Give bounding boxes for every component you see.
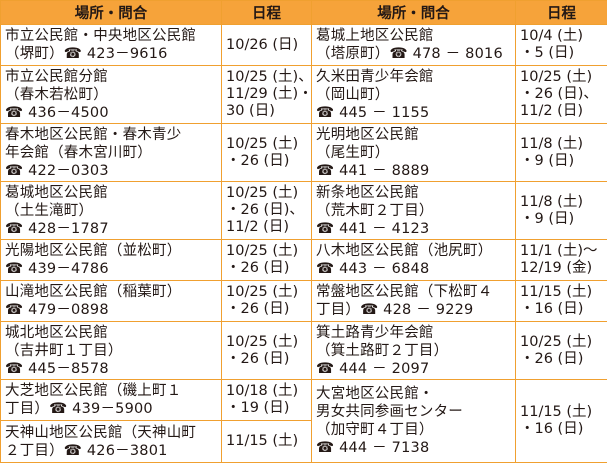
date-column-header: 日程: [221, 0, 312, 25]
table-row: 久米田青少年会館 （岡山町） ☎ 445 － 1155 10/25 (土) ・2…: [311, 65, 607, 124]
place-cell: 大芝地区公民館（磯上町１ 丁目）☎ 439－5900: [0, 379, 222, 421]
place-cell: 葛城地区公民館 （土生滝町） ☎ 428－1787: [0, 181, 222, 240]
table-row: 大宮地区公民館・ 男女共同参画センター （加守町４丁目） ☎ 444 － 713…: [311, 379, 607, 463]
place-cell: 久米田青少年会館 （岡山町） ☎ 445 － 1155: [311, 65, 516, 124]
table-row: 市立公民館分館 （春木若松町） ☎ 436－4500 10/25 (土)、 11…: [0, 65, 313, 124]
place-cell: 天神山地区公民館（天神山町 ２丁目）☎ 426－3801: [0, 420, 222, 463]
table-row: 光明地区公民館 （尾生町） ☎ 441 － 8889 11/8 (土) ・9 (…: [311, 123, 607, 182]
place-cell: 城北地区公民館 （吉井町１丁目） ☎ 445－8578: [0, 321, 222, 380]
date-cell: 10/4 (土) ・5 (日): [515, 24, 607, 66]
table-row: 箕土路青少年会館 （箕土路町２丁目） ☎ 444 － 2097 10/25 (土…: [311, 321, 607, 380]
table-row: 市立公民館・中央地区公民館 （堺町）☎ 423－9616 10/26 (日): [0, 24, 312, 66]
place-cell: 市立公民館・中央地区公民館 （堺町）☎ 423－9616: [0, 24, 222, 66]
date-column-header: 日程: [515, 0, 607, 25]
date-cell: 10/25 (土) ・26 (日)、 11/2 (日): [515, 65, 607, 124]
table-header-row: 場所・問合 日程: [311, 0, 607, 25]
date-cell: 11/15 (土) ・16 (日): [515, 280, 607, 322]
date-cell: 11/15 (土) ・16 (日): [515, 379, 607, 463]
date-cell: 10/18 (土) ・19 (日): [221, 379, 312, 421]
place-cell: 葛城上地区公民館 （塔原町）☎ 478 － 8016: [311, 24, 516, 66]
place-cell: 光明地区公民館 （尾生町） ☎ 441 － 8889: [311, 123, 516, 182]
date-cell: 11/1 (土)～ 12/19 (金): [515, 239, 607, 281]
date-cell: 11/8 (土) ・9 (日): [515, 181, 607, 240]
place-cell: 箕土路青少年会館 （箕土路町２丁目） ☎ 444 － 2097: [311, 321, 516, 380]
date-cell: 10/25 (土) ・26 (日): [515, 321, 607, 380]
schedule-table-right: 場所・問合 日程 葛城上地区公民館 （塔原町）☎ 478 － 8016 10/4…: [311, 0, 607, 463]
place-column-header: 場所・問合: [311, 0, 516, 25]
place-cell: 山滝地区公民館（稲葉町） ☎ 479－0898: [0, 280, 222, 322]
date-cell: 10/26 (日): [221, 24, 312, 66]
table-row: 新条地区公民館 （荒木町２丁目） ☎ 441 － 4123 11/8 (土) ・…: [311, 181, 607, 240]
place-cell: 新条地区公民館 （荒木町２丁目） ☎ 441 － 4123: [311, 181, 516, 240]
date-cell: 10/25 (土) ・26 (日): [221, 321, 312, 380]
table-row: 春木地区公民館・春木青少 年会館（春木宮川町） ☎ 422－0303 10/25…: [0, 123, 312, 182]
table-row: 八木地区公民館（池尻町） ☎ 443 － 6848 11/1 (土)～ 12/1…: [311, 239, 607, 281]
schedule-table-left: 場所・問合 日程 市立公民館・中央地区公民館 （堺町）☎ 423－9616 10…: [0, 0, 313, 463]
table-row: 常盤地区公民館（下松町４ 丁目）☎ 428 － 9229 11/15 (土) ・…: [311, 280, 607, 322]
table-row: 葛城上地区公民館 （塔原町）☎ 478 － 8016 10/4 (土) ・5 (…: [311, 24, 607, 66]
date-cell: 11/8 (土) ・9 (日): [515, 123, 607, 182]
place-cell: 常盤地区公民館（下松町４ 丁目）☎ 428 － 9229: [311, 280, 516, 322]
table-row: 葛城地区公民館 （土生滝町） ☎ 428－1787 10/25 (土) ・26 …: [0, 181, 312, 240]
table-row: 天神山地区公民館（天神山町 ２丁目）☎ 426－3801 11/15 (土): [0, 420, 312, 463]
date-cell: 10/25 (土) ・26 (日): [221, 123, 312, 182]
date-cell: 10/25 (土)、 11/29 (土)・ 30 (日): [221, 65, 313, 124]
place-cell: 市立公民館分館 （春木若松町） ☎ 436－4500: [0, 65, 222, 124]
place-cell: 春木地区公民館・春木青少 年会館（春木宮川町） ☎ 422－0303: [0, 123, 222, 182]
date-cell: 10/25 (土) ・26 (日)、 11/2 (日): [221, 181, 312, 240]
table-row: 光陽地区公民館（並松町） ☎ 439－4786 10/25 (土) ・26 (日…: [0, 239, 312, 281]
place-cell: 大宮地区公民館・ 男女共同参画センター （加守町４丁目） ☎ 444 － 713…: [311, 379, 516, 463]
table-row: 城北地区公民館 （吉井町１丁目） ☎ 445－8578 10/25 (土) ・2…: [0, 321, 312, 380]
table-row: 大芝地区公民館（磯上町１ 丁目）☎ 439－5900 10/18 (土) ・19…: [0, 379, 312, 421]
place-cell: 光陽地区公民館（並松町） ☎ 439－4786: [0, 239, 222, 281]
date-cell: 10/25 (土) ・26 (日): [221, 280, 312, 322]
table-header-row: 場所・問合 日程: [0, 0, 312, 25]
date-cell: 10/25 (土) ・26 (日): [221, 239, 312, 281]
date-cell: 11/15 (土): [221, 420, 312, 463]
table-row: 山滝地区公民館（稲葉町） ☎ 479－0898 10/25 (土) ・26 (日…: [0, 280, 312, 322]
place-cell: 八木地区公民館（池尻町） ☎ 443 － 6848: [311, 239, 516, 281]
place-column-header: 場所・問合: [0, 0, 222, 25]
